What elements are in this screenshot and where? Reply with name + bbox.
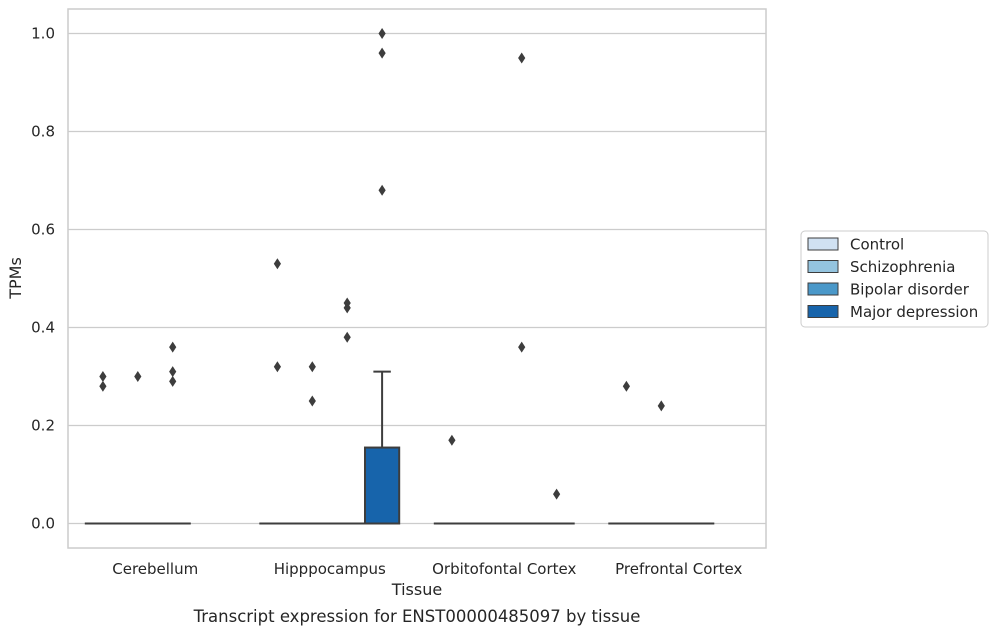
x-tick-label: Cerebellum bbox=[112, 560, 198, 578]
gridlines bbox=[68, 32, 766, 525]
boxes bbox=[84, 370, 715, 525]
y-axis-ticks: 0.0 0.2 0.4 0.6 0.8 1.0 bbox=[31, 25, 55, 533]
outlier-point bbox=[378, 28, 386, 39]
x-tick-label: Prefrontal Cortex bbox=[615, 560, 742, 578]
outlier-points bbox=[99, 28, 665, 500]
outlier-point bbox=[448, 434, 456, 446]
outlier-point bbox=[343, 297, 351, 309]
legend-swatch bbox=[807, 260, 839, 273]
y-axis-title: TPMs bbox=[6, 257, 25, 300]
y-tick-label: 1.0 bbox=[31, 25, 55, 43]
y-tick-label: 0.2 bbox=[31, 417, 55, 435]
outlier-point bbox=[134, 371, 142, 382]
outlier-point bbox=[169, 366, 177, 378]
legend-swatch bbox=[807, 282, 839, 296]
outlier-point bbox=[518, 341, 526, 353]
x-tick-label: Orbitofontal Cortex bbox=[432, 560, 576, 578]
outlier-point bbox=[622, 380, 630, 392]
legend-label: Bipolar disorder bbox=[850, 281, 970, 299]
outlier-point bbox=[169, 375, 177, 387]
chart-caption: Transcript expression for ENST0000048509… bbox=[193, 607, 641, 626]
outlier-point bbox=[99, 371, 107, 382]
outlier-point bbox=[308, 395, 316, 407]
outlier-point bbox=[343, 331, 351, 343]
x-axis-ticks: Cerebellum Hipppocampus Orbitofontal Corte… bbox=[112, 560, 742, 578]
legend: Control Schizophrenia Bipolar disorder Majo… bbox=[800, 230, 989, 328]
legend-swatch bbox=[807, 237, 839, 251]
outlier-point bbox=[169, 341, 177, 353]
box bbox=[363, 446, 401, 525]
outlier-point bbox=[99, 380, 107, 392]
outlier-point bbox=[273, 361, 281, 373]
plot-area-frame bbox=[67, 8, 767, 549]
outlier-point bbox=[657, 400, 665, 412]
outlier-point bbox=[378, 47, 386, 59]
legend-frame bbox=[800, 230, 989, 328]
y-tick-label: 0.8 bbox=[31, 123, 55, 141]
outlier-point bbox=[553, 488, 561, 500]
legend-label: Control bbox=[850, 236, 904, 254]
legend-swatch bbox=[807, 305, 839, 318]
y-tick-label: 0.4 bbox=[31, 319, 55, 337]
legend-label: Schizophrenia bbox=[850, 258, 955, 276]
y-tick-label: 0.0 bbox=[31, 515, 55, 533]
outlier-point bbox=[378, 184, 386, 196]
x-tick-label: Hipppocampus bbox=[274, 560, 386, 578]
outlier-point bbox=[308, 361, 316, 373]
y-tick-label: 0.6 bbox=[31, 221, 55, 239]
legend-label: Major depression bbox=[850, 303, 978, 321]
x-axis-title: Tissue bbox=[391, 580, 442, 599]
outlier-point bbox=[273, 258, 281, 270]
outlier-point bbox=[518, 52, 526, 64]
